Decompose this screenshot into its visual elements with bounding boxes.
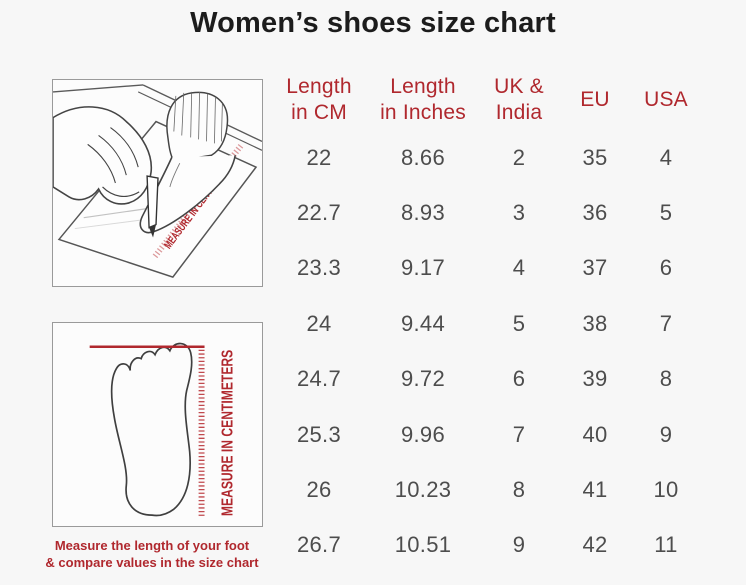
table-cell: 8	[512, 477, 526, 503]
table-cell: 38	[582, 310, 608, 336]
table-row: 25.3 9.96 7 40 9	[268, 407, 704, 462]
measure-caption: Measure the length of your foot & compar…	[45, 538, 259, 570]
table-cell: 39	[582, 366, 608, 392]
table-cell: 36	[582, 200, 608, 226]
table-cell: 9.44	[400, 310, 446, 336]
table-row: 23.3 9.17 4 37 6	[268, 241, 704, 296]
header-uk-india: UK & India	[494, 75, 544, 124]
table-cell: 26	[306, 477, 332, 503]
size-table: Length in CM Length in Inches UK & India…	[268, 70, 704, 573]
table-cell: 9	[659, 421, 673, 447]
table-cell: 24.7	[296, 366, 342, 392]
table-cell: 41	[582, 477, 608, 503]
table-cell: 35	[582, 144, 608, 170]
table-cell: 10	[653, 477, 679, 503]
page-title: Women’s shoes size chart	[190, 7, 556, 39]
table-cell: 42	[582, 532, 608, 558]
ruler-label-bottom: MEASURE IN CENTIMETERS	[219, 350, 236, 516]
table-cell: 23.3	[296, 255, 342, 281]
table-cell: 9	[512, 532, 526, 558]
table-cell: 5	[659, 200, 673, 226]
table-cell: 22	[306, 144, 332, 170]
table-cell: 8	[659, 366, 673, 392]
size-table-body: 22 8.66 2 35 4 22.7 8.93 3 36 5 23.3 9.17 4 37 6 24 9.44…	[268, 130, 704, 573]
table-cell: 9.17	[400, 255, 446, 281]
foot-tracing-illustration: MEASURE IN CENTIMETERS	[52, 79, 263, 287]
table-cell: 7	[512, 421, 526, 447]
table-cell: 10.23	[394, 477, 452, 503]
table-cell: 10.51	[394, 532, 452, 558]
table-row: 26 10.23 8 41 10	[268, 462, 704, 517]
table-cell: 6	[659, 255, 673, 281]
header-length-inches: Length in Inches	[380, 75, 466, 124]
table-cell: 4	[512, 255, 526, 281]
table-cell: 22.7	[296, 200, 342, 226]
table-cell: 26.7	[296, 532, 342, 558]
table-cell: 6	[512, 366, 526, 392]
table-row: 26.7 10.51 9 42 11	[268, 518, 704, 573]
table-row: 24.7 9.72 6 39 8	[268, 352, 704, 407]
table-cell: 7	[659, 310, 673, 336]
header-usa: USA	[644, 88, 688, 111]
foot-tracing-drawing: MEASURE IN CENTIMETERS	[53, 84, 262, 278]
header-length-cm: Length in CM	[286, 75, 352, 124]
table-row: 24 9.44 5 38 7	[268, 296, 704, 351]
size-table-header: Length in CM Length in Inches UK & India…	[268, 70, 704, 130]
table-cell: 24	[306, 310, 332, 336]
table-cell: 3	[512, 200, 526, 226]
table-row: 22.7 8.93 3 36 5	[268, 185, 704, 240]
table-cell: 11	[654, 532, 678, 558]
table-cell: 9.72	[400, 366, 446, 392]
header-eu: EU	[580, 88, 610, 111]
table-cell: 2	[512, 144, 526, 170]
table-cell: 8.93	[400, 200, 446, 226]
table-cell: 25.3	[296, 421, 342, 447]
foot-outline-illustration: MEASURE IN CENTIMETERS	[52, 322, 263, 527]
table-row: 22 8.66 2 35 4	[268, 130, 704, 185]
table-cell: 4	[659, 144, 673, 170]
table-cell: 8.66	[400, 144, 446, 170]
foot-outline-drawing: MEASURE IN CENTIMETERS	[89, 342, 236, 518]
table-cell: 9.96	[400, 421, 446, 447]
table-cell: 5	[512, 310, 526, 336]
table-cell: 40	[582, 421, 608, 447]
table-cell: 37	[582, 255, 608, 281]
